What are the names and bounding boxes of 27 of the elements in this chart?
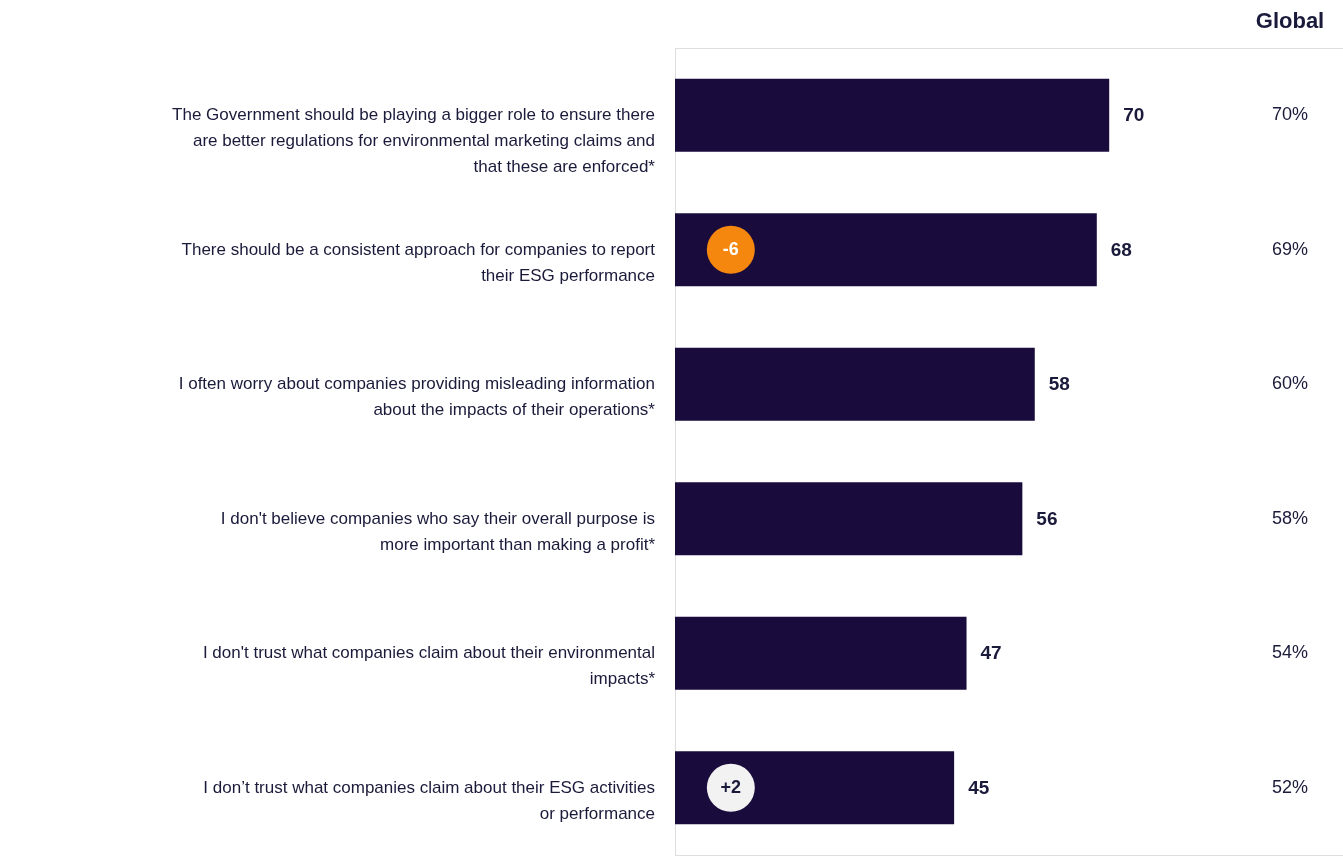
data-label: 47 xyxy=(980,642,1002,664)
bar xyxy=(675,751,955,825)
annotation: -6 xyxy=(722,238,739,259)
annotation: +2 xyxy=(720,776,742,797)
y-tick-label: I don't trust what companies claim about their environmental impacts* xyxy=(202,643,656,689)
bar xyxy=(675,347,1035,421)
data-label: 68 xyxy=(1110,238,1132,260)
bar xyxy=(675,78,1110,152)
text: 70% xyxy=(1271,104,1309,125)
text: 69% xyxy=(1271,238,1309,259)
data-label: 56 xyxy=(1036,507,1058,529)
text: 58% xyxy=(1271,507,1309,528)
y-tick-label: I don't believe companies who say their overall purpose is more important than making a profit* xyxy=(220,508,656,554)
bar xyxy=(675,482,1023,556)
bar xyxy=(675,213,1097,287)
data-label: 70 xyxy=(1123,104,1145,126)
y-tick-label: There should be a consistent approach for companies to report their ESG performance xyxy=(181,239,656,285)
text: 54% xyxy=(1271,642,1309,663)
text: Global xyxy=(1255,8,1325,33)
y-tick-label: The Government should be playing a bigger role to ensure there are better regulations for environmental marketing claims and that these are enforced* xyxy=(172,105,656,177)
data-label: 45 xyxy=(968,776,990,798)
y-tick-label: I often worry about companies providing misleading information about the impacts of their operations* xyxy=(178,374,656,420)
data-label: 58 xyxy=(1048,373,1070,395)
text: 52% xyxy=(1271,776,1309,797)
y-tick-label: I don’t trust what companies claim about their ESG activities or performance xyxy=(203,777,655,823)
text: 60% xyxy=(1271,373,1309,394)
bar xyxy=(675,616,967,690)
